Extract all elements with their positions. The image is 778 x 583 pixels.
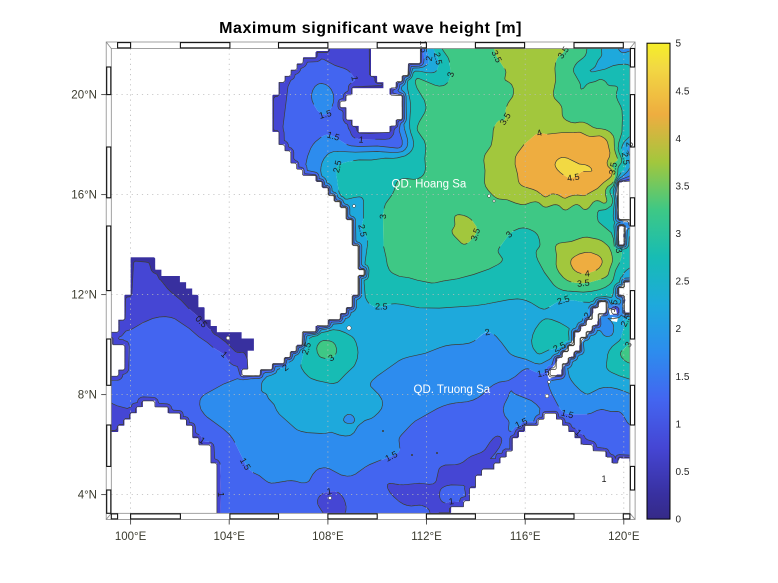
svg-text:3.5: 3.5	[607, 161, 619, 175]
svg-text:QD. Truong Sa: QD. Truong Sa	[414, 384, 491, 396]
svg-text:2.5: 2.5	[432, 51, 444, 65]
svg-text:2.5: 2.5	[356, 223, 368, 237]
svg-text:8°N: 8°N	[78, 390, 97, 402]
svg-text:2: 2	[582, 311, 593, 320]
svg-text:0.5: 0.5	[676, 467, 690, 478]
svg-text:1: 1	[349, 75, 360, 81]
svg-text:1: 1	[197, 435, 207, 446]
svg-text:4: 4	[584, 268, 590, 278]
svg-text:2: 2	[424, 55, 435, 62]
svg-text:2: 2	[676, 324, 682, 335]
svg-text:104°E: 104°E	[213, 531, 245, 543]
svg-text:120°E: 120°E	[608, 531, 640, 543]
svg-text:3: 3	[445, 71, 456, 78]
svg-text:2.5: 2.5	[331, 159, 344, 173]
svg-text:2: 2	[484, 327, 491, 338]
svg-text:112°E: 112°E	[411, 531, 442, 543]
svg-text:4°N: 4°N	[78, 490, 97, 502]
svg-text:1.5: 1.5	[418, 40, 429, 53]
svg-text:4.5: 4.5	[566, 172, 580, 184]
svg-text:QD. Hoang Sa: QD. Hoang Sa	[392, 179, 467, 191]
svg-text:1: 1	[216, 492, 226, 497]
svg-text:1.5: 1.5	[318, 108, 333, 121]
svg-text:2.5: 2.5	[620, 152, 632, 166]
svg-text:3.5: 3.5	[676, 182, 690, 193]
svg-text:3: 3	[614, 247, 625, 254]
svg-text:Maximum significant wave heigh: Maximum significant wave height [m]	[219, 20, 522, 37]
svg-text:116°E: 116°E	[510, 531, 541, 543]
svg-text:108°E: 108°E	[312, 531, 344, 543]
svg-text:3: 3	[327, 352, 336, 363]
svg-text:2.5: 2.5	[556, 293, 571, 306]
svg-text:1: 1	[358, 134, 364, 145]
svg-text:3.5: 3.5	[469, 227, 483, 242]
svg-text:20°N: 20°N	[71, 90, 97, 102]
svg-text:1: 1	[601, 474, 606, 484]
svg-text:3.5: 3.5	[489, 49, 503, 65]
svg-text:1: 1	[676, 419, 682, 430]
svg-text:2.5: 2.5	[300, 341, 313, 356]
svg-text:0: 0	[676, 515, 682, 526]
svg-text:2.5: 2.5	[375, 301, 388, 311]
svg-text:1: 1	[573, 427, 583, 438]
svg-text:1: 1	[448, 496, 454, 507]
svg-text:2.5: 2.5	[552, 340, 568, 354]
svg-text:100°E: 100°E	[115, 531, 147, 543]
svg-text:4: 4	[676, 134, 682, 145]
svg-text:1.5: 1.5	[676, 372, 690, 383]
svg-text:1.5: 1.5	[536, 367, 550, 379]
svg-text:1.5: 1.5	[326, 129, 341, 142]
svg-text:1: 1	[326, 486, 333, 497]
svg-text:4: 4	[535, 127, 543, 138]
svg-text:2: 2	[280, 362, 290, 373]
svg-text:5: 5	[676, 39, 682, 50]
svg-text:3: 3	[623, 340, 634, 349]
svg-text:3: 3	[504, 229, 514, 240]
svg-text:16°N: 16°N	[71, 190, 97, 202]
svg-text:3: 3	[378, 214, 388, 219]
svg-text:12°N: 12°N	[71, 290, 97, 302]
svg-text:1.5: 1.5	[514, 416, 530, 430]
svg-text:1: 1	[219, 349, 229, 360]
svg-text:4.5: 4.5	[676, 86, 690, 97]
svg-text:1.5: 1.5	[560, 408, 575, 421]
svg-text:1.5: 1.5	[607, 298, 620, 313]
svg-text:3: 3	[676, 229, 682, 240]
svg-text:3.5: 3.5	[577, 278, 590, 289]
svg-text:2.5: 2.5	[676, 277, 690, 288]
